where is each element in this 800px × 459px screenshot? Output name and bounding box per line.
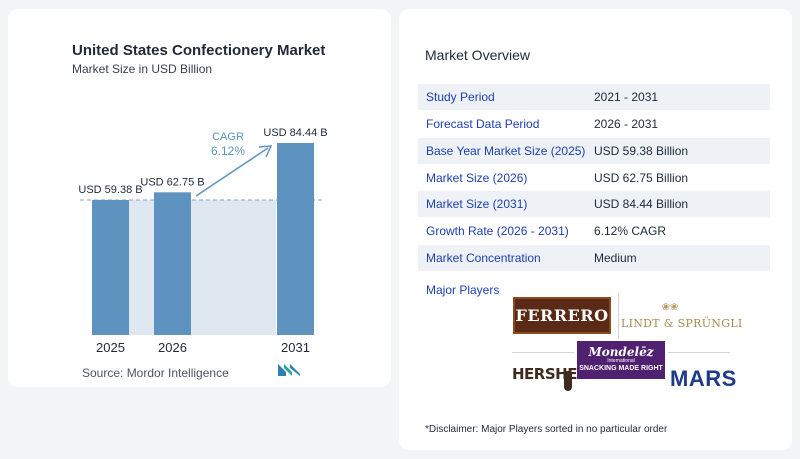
bar-value-label: USD 59.38 B <box>78 184 142 196</box>
overview-title: Market Overview <box>425 47 531 63</box>
overview-value: USD 62.75 Billion <box>594 171 689 185</box>
overview-row-forecast-period: Forecast Data Period 2026 - 2031 <box>418 111 770 137</box>
overview-row-size-2026: Market Size (2026) USD 62.75 Billion <box>418 165 770 191</box>
x-tick-label: 2031 <box>281 340 310 355</box>
lindt-logo: LINDT & SPRÜNGLI <box>621 317 743 330</box>
overview-label: Growth Rate (2026 - 2031) <box>426 224 569 238</box>
overview-row-size-2031: Market Size (2031) USD 84.44 Billion <box>418 191 770 217</box>
mondelez-tagline: SNACKING MADE RIGHT <box>579 365 663 372</box>
overview-value: 6.12% CAGR <box>594 224 667 238</box>
cagr-arrow-head <box>258 145 273 158</box>
overview-value: USD 84.44 Billion <box>594 197 689 211</box>
x-tick-label: 2026 <box>158 340 187 355</box>
overview-label: Market Concentration <box>426 251 541 265</box>
logo-divider <box>618 293 619 339</box>
x-tick-label: 2025 <box>96 340 125 355</box>
mondelez-sub: International <box>607 358 635 364</box>
bar-2031 <box>277 143 314 335</box>
bar-2025 <box>92 199 129 335</box>
overview-row-growth-rate: Growth Rate (2026 - 2031) 6.12% CAGR <box>418 218 770 244</box>
overview-row-concentration: Market Concentration Medium <box>418 245 770 271</box>
mordor-logo-icon <box>278 364 300 376</box>
bar-value-label: USD 84.44 B <box>263 127 327 139</box>
lindt-emblem-icon: ❀❀ <box>661 302 679 313</box>
chart-subtitle: Market Size in USD Billion <box>72 62 213 76</box>
overview-value: USD 59.38 Billion <box>594 144 689 158</box>
logo-divider <box>668 352 730 353</box>
overview-label: Forecast Data Period <box>426 117 540 131</box>
source-text: Source: Mordor Intelligence <box>82 366 229 380</box>
bar-2026 <box>154 192 191 335</box>
cagr-value: 6.12% <box>211 144 245 158</box>
chart-title: United States Confectionery Market <box>72 42 326 59</box>
overview-value: 2026 - 2031 <box>594 117 659 131</box>
overview-label: Market Size (2031) <box>426 197 528 211</box>
overview-label: Base Year Market Size (2025) <box>426 144 586 158</box>
ferrero-logo: FERRERO <box>513 297 611 334</box>
bar-value-label: USD 62.75 B <box>140 176 204 188</box>
overview-value: Medium <box>594 251 637 265</box>
overview-label: Market Size (2026) <box>426 171 528 185</box>
overview-row-study-period: Study Period 2021 - 2031 <box>418 84 770 110</box>
major-players-title: Major Players <box>426 283 500 297</box>
cagr-label: CAGR <box>212 131 244 143</box>
projection-band <box>129 199 276 335</box>
hershey-kiss-icon <box>564 371 572 391</box>
logo-divider <box>512 352 574 353</box>
disclaimer: *Disclaimer: Major Players sorted in no … <box>425 424 668 435</box>
overview-value: 2021 - 2031 <box>594 90 659 104</box>
overview-label: Study Period <box>426 90 495 104</box>
mondelez-name: Mondelēz <box>588 345 654 359</box>
overview-row-base-year: Base Year Market Size (2025) USD 59.38 B… <box>418 138 770 164</box>
mondelez-logo: Mondelēz International SNACKING MADE RIG… <box>577 341 665 379</box>
mars-logo: MARS <box>670 366 737 391</box>
cagr-arrow <box>195 147 269 197</box>
